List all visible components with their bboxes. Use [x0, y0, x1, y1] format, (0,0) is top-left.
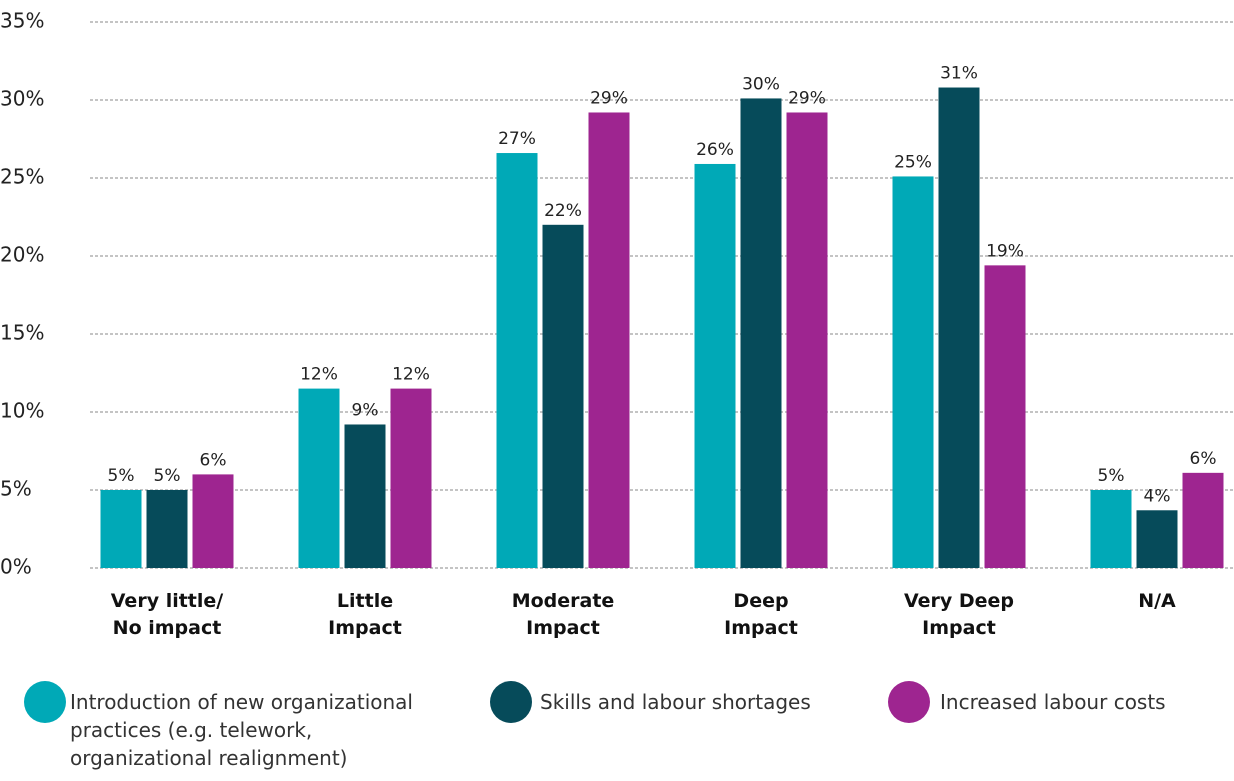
- legend-label: Increased labour costs: [940, 690, 1166, 714]
- bar: [344, 424, 386, 568]
- legend-label: Skills and labour shortages: [540, 690, 811, 714]
- y-tick-label: 0%: [0, 555, 32, 579]
- data-label: 9%: [352, 400, 379, 420]
- y-tick-label: 5%: [0, 477, 32, 501]
- data-label: 27%: [498, 129, 536, 149]
- bar: [100, 490, 142, 568]
- x-tick-label: Very Deep Impact: [903, 590, 1015, 639]
- data-label: 19%: [986, 241, 1024, 261]
- bar: [938, 87, 980, 569]
- data-label: 4%: [1144, 486, 1171, 506]
- y-tick-label: 25%: [0, 165, 44, 189]
- bar: [892, 176, 934, 568]
- data-label: 12%: [392, 365, 430, 385]
- y-tick-label: 20%: [0, 243, 44, 267]
- data-label: 5%: [154, 466, 181, 486]
- data-label: 25%: [894, 152, 932, 172]
- data-label: 12%: [300, 365, 338, 385]
- y-tick-label: 15%: [0, 321, 44, 345]
- bar: [588, 112, 630, 568]
- legend-swatch: [490, 681, 532, 723]
- data-label: 29%: [788, 88, 826, 108]
- bar: [298, 388, 340, 568]
- bar: [1136, 510, 1178, 568]
- bar: [192, 474, 234, 568]
- bar: [496, 153, 538, 569]
- bar: [390, 388, 432, 568]
- data-label: 6%: [200, 450, 227, 470]
- bar: [786, 112, 828, 568]
- x-tick-label: Very little/ No impact: [110, 590, 224, 639]
- legend-swatch: [24, 681, 66, 723]
- bar: [1090, 490, 1132, 568]
- bar: [694, 163, 736, 568]
- x-tick-label: Deep Impact: [724, 590, 798, 639]
- data-label: 29%: [590, 88, 628, 108]
- x-tick-label: N/A: [1138, 590, 1176, 612]
- data-label: 22%: [544, 201, 582, 221]
- legend-label: Introduction of new organizational pract…: [70, 690, 413, 770]
- bar: [740, 98, 782, 568]
- y-tick-label: 35%: [0, 9, 44, 33]
- y-tick-label: 10%: [0, 399, 44, 423]
- bar: [1182, 472, 1224, 568]
- data-label: 5%: [1098, 466, 1125, 486]
- legend-swatch: [888, 681, 930, 723]
- data-label: 31%: [940, 64, 978, 84]
- data-label: 5%: [108, 466, 135, 486]
- y-tick-label: 30%: [0, 87, 44, 111]
- x-tick-label: Moderate Impact: [511, 590, 615, 639]
- data-label: 6%: [1190, 449, 1217, 469]
- data-label: 30%: [742, 74, 780, 94]
- data-label: 26%: [696, 140, 734, 160]
- bar: [984, 265, 1026, 568]
- bar: [146, 490, 188, 568]
- bar: [542, 224, 584, 569]
- x-tick-label: Little Impact: [328, 590, 402, 639]
